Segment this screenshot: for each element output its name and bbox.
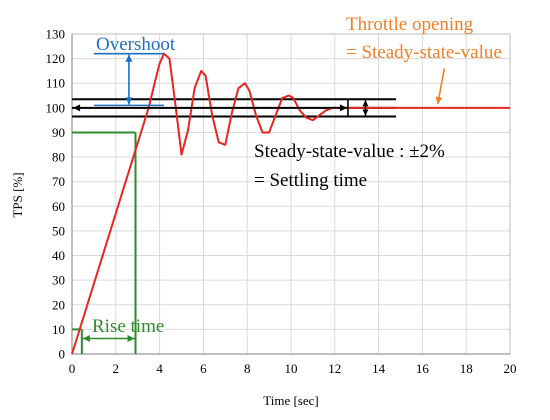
annotation-marks xyxy=(73,52,446,342)
overshoot-arrow-down-head xyxy=(125,97,133,105)
y-tick-label: 100 xyxy=(46,100,66,115)
y-tick-label: 120 xyxy=(46,51,66,66)
y-tick-label: 70 xyxy=(52,174,65,189)
x-tick-label: 4 xyxy=(156,361,163,376)
grid-lines xyxy=(72,34,510,354)
y-tick-label: 0 xyxy=(59,347,66,362)
series-lines xyxy=(71,52,510,355)
y-tick-label: 130 xyxy=(46,27,66,42)
x-tick-label: 16 xyxy=(416,361,430,376)
throttle-label-line2: = Steady-state-value xyxy=(346,42,502,63)
settling-time-arrow-right-head xyxy=(339,104,347,112)
y-tick-label: 90 xyxy=(52,125,65,140)
tick-labels: 0 2 4 6 8 10 12 14 16 18 20 0 10 20 30 40 50 60 70 80 90 100 1… xyxy=(46,27,517,377)
y-tick-label: 40 xyxy=(52,248,65,263)
y-tick-label: 30 xyxy=(52,273,65,288)
rise-arrow-left-head xyxy=(82,334,90,342)
y-tick-label: 60 xyxy=(52,199,65,214)
band-arrow-up-head xyxy=(362,100,369,107)
x-tick-label: 8 xyxy=(244,361,251,376)
settling-label-line2: = Settling time xyxy=(254,170,367,191)
x-tick-label: 18 xyxy=(460,361,473,376)
y-axis-title: TPS [%] xyxy=(10,172,25,217)
axes xyxy=(71,33,511,355)
overshoot-arrow-up-head xyxy=(125,54,133,62)
y-tick-label: 10 xyxy=(52,322,65,337)
x-tick-label: 14 xyxy=(372,361,386,376)
y-tick-label: 80 xyxy=(52,150,65,165)
band-arrow-down-head xyxy=(362,109,369,116)
throttle-arrow-head xyxy=(435,96,443,105)
x-tick-label: 6 xyxy=(200,361,207,376)
x-tick-label: 12 xyxy=(328,361,341,376)
settling-label-line1: Steady-state-value : ±2% xyxy=(254,141,445,162)
x-tick-label: 20 xyxy=(504,361,517,376)
x-tick-label: 10 xyxy=(285,361,298,376)
x-tick-label: 2 xyxy=(113,361,120,376)
y-tick-label: 50 xyxy=(52,223,65,238)
x-tick-label: 0 xyxy=(69,361,76,376)
x-axis-title: Time [sec] xyxy=(263,393,319,408)
y-tick-label: 110 xyxy=(46,76,65,91)
throttle-label-line1: Throttle opening xyxy=(346,14,474,35)
series-line-0 xyxy=(71,52,510,355)
settling-time-arrow-left-head xyxy=(73,104,81,112)
rise-arrow-right-head xyxy=(127,334,135,342)
y-tick-label: 20 xyxy=(52,297,65,312)
overshoot-label: Overshoot xyxy=(96,34,176,55)
rise-time-label: Rise time xyxy=(92,316,164,337)
